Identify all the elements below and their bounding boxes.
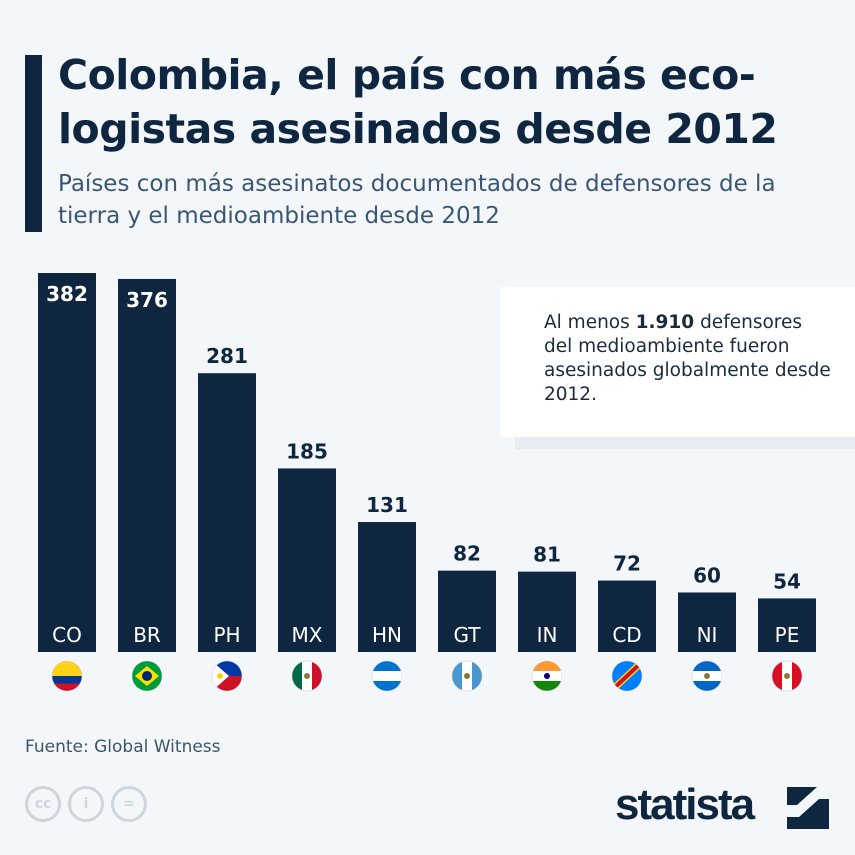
value-label-PE: 54	[773, 569, 801, 593]
flag-IN-icon	[531, 660, 563, 692]
category-label-NI: NI	[697, 623, 718, 647]
value-label-CO: 382	[46, 282, 88, 306]
note-shadow	[515, 437, 855, 449]
subtitle: Países con más asesinatos documentados d…	[58, 171, 776, 229]
note-highlight: 1.910	[635, 312, 695, 333]
source-text: Fuente: Global Witness	[25, 737, 221, 757]
flag-GT-icon	[451, 660, 483, 692]
statista-logo-icon	[787, 787, 829, 829]
flag-PE-icon	[771, 660, 803, 692]
title-accent-bar	[25, 55, 42, 232]
flag-CD-icon	[611, 660, 643, 692]
bar-chart: 382 CO 376 BR 281 PH 185 MX 131 HN 82 GT 81 IN 72 CD 60 N…	[38, 273, 816, 692]
bar-PH	[198, 373, 256, 652]
flag-NI-icon	[691, 660, 723, 692]
value-label-IN: 81	[533, 543, 561, 567]
bar-MX	[278, 468, 336, 652]
category-label-BR: BR	[133, 623, 161, 647]
value-label-NI: 60	[693, 563, 721, 587]
value-label-BR: 376	[126, 288, 168, 312]
note-suffix: defensores del medioambiente fueron ases…	[544, 312, 831, 405]
attribution-icon[interactable]: i	[68, 786, 104, 822]
annotation-box: Al menos 1.910 defensores del medioambie…	[500, 287, 855, 437]
flag-PH-icon	[211, 660, 243, 692]
category-label-MX: MX	[292, 623, 323, 647]
category-label-IN: IN	[537, 623, 558, 647]
flag-MX-icon	[291, 660, 323, 692]
cc-icon[interactable]: cc	[25, 786, 61, 822]
value-label-PH: 281	[206, 344, 248, 368]
flag-BR-icon	[131, 660, 163, 692]
flag-CO-icon	[51, 660, 83, 692]
category-label-CO: CO	[52, 623, 82, 647]
flag-HN-icon	[371, 660, 403, 692]
category-label-HN: HN	[372, 623, 402, 647]
category-label-GT: GT	[453, 623, 481, 647]
bar-NI	[678, 592, 736, 652]
bar-BR	[118, 278, 176, 652]
bar-PE	[758, 598, 816, 652]
bar-GT	[438, 570, 496, 652]
value-label-MX: 185	[286, 439, 328, 463]
value-label-HN: 131	[366, 493, 408, 517]
bar-CD	[598, 580, 656, 652]
value-label-GT: 82	[453, 542, 481, 566]
category-label-PE: PE	[775, 623, 800, 647]
license-icons[interactable]: cc i =	[25, 786, 147, 822]
category-label-PH: PH	[213, 623, 240, 647]
no-derivatives-icon[interactable]: =	[111, 786, 147, 822]
page-title: Colombia, el país con más eco-logistas a…	[58, 51, 778, 153]
category-label-CD: CD	[612, 623, 641, 647]
value-label-CD: 72	[613, 552, 641, 576]
bar-CO	[38, 273, 96, 652]
bar-IN	[518, 571, 576, 652]
note-prefix: Al menos	[544, 312, 636, 333]
bar-HN	[358, 522, 416, 652]
statista-logo[interactable]: statista	[615, 780, 755, 829]
